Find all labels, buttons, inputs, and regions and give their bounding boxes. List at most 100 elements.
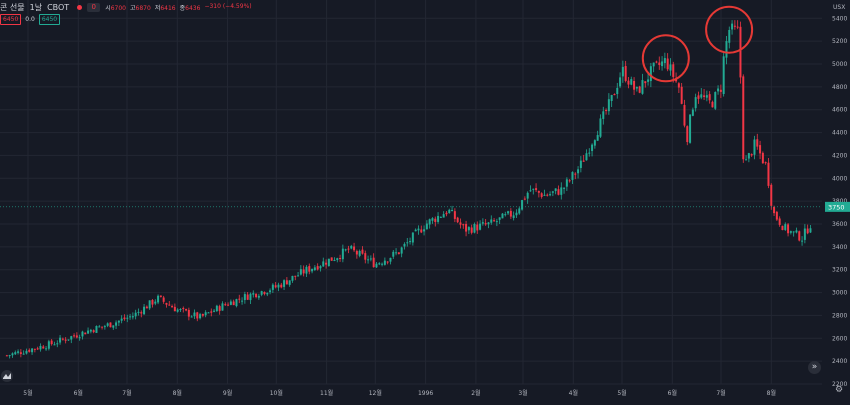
symbol-title[interactable]: 콘 선물 xyxy=(0,2,25,12)
scroll-to-realtime-icon[interactable]: » xyxy=(808,361,821,374)
candle-body xyxy=(661,61,664,67)
x-tick-label: 9월 xyxy=(223,389,232,397)
candle-body xyxy=(616,87,619,95)
candle-body xyxy=(210,311,213,313)
candle-body xyxy=(255,293,258,298)
candle-body xyxy=(81,331,84,337)
candle-body xyxy=(448,209,451,214)
interval-label[interactable]: 1날 xyxy=(29,2,43,12)
candle-body xyxy=(106,323,109,326)
candle-body xyxy=(305,266,308,274)
candle-body xyxy=(627,80,630,85)
candle-body xyxy=(353,246,356,251)
candle-body xyxy=(423,229,426,232)
candle-body xyxy=(529,190,532,192)
candle-body xyxy=(308,266,311,272)
candle-body xyxy=(344,249,347,251)
candle-body xyxy=(333,259,336,261)
candle-body xyxy=(367,259,370,261)
candle-body xyxy=(691,109,694,116)
candle-body xyxy=(131,316,134,318)
highlight-circle xyxy=(705,5,754,54)
candle-body xyxy=(109,322,112,328)
candle-body xyxy=(781,225,784,231)
candle-body xyxy=(84,332,87,335)
candle-body xyxy=(409,241,412,243)
tradingview-logo-icon[interactable] xyxy=(1,370,13,382)
candle-body xyxy=(221,303,224,311)
candle-body xyxy=(798,231,801,241)
candle-body xyxy=(89,329,92,332)
candle-body xyxy=(453,211,456,219)
candle-body xyxy=(185,309,188,311)
candle-body xyxy=(182,307,185,309)
candle-body xyxy=(473,223,476,233)
candle-body xyxy=(227,304,230,306)
x-tick-label: 4월 xyxy=(569,389,578,397)
candle-body xyxy=(358,250,361,256)
candle-body xyxy=(218,306,221,311)
candle-body xyxy=(291,275,294,281)
candle-body xyxy=(372,257,375,268)
candle-body xyxy=(319,266,322,269)
candle-body xyxy=(635,86,638,89)
candle-body xyxy=(201,314,204,316)
candle-body xyxy=(274,285,277,288)
candle-body xyxy=(739,26,742,78)
candle-body xyxy=(157,295,160,303)
candle-body xyxy=(42,346,45,349)
candle-body xyxy=(56,343,59,345)
high-label: 고 xyxy=(130,4,136,12)
candle-body xyxy=(490,219,493,223)
candle-body xyxy=(571,172,574,180)
candle-body xyxy=(663,58,666,64)
y-tick-label: 5200 xyxy=(832,38,847,45)
candle-body xyxy=(501,213,504,219)
candle-body xyxy=(285,280,288,285)
candle-body xyxy=(17,351,20,353)
candle-body xyxy=(708,94,711,101)
candle-body xyxy=(579,160,582,168)
candle-body xyxy=(537,191,540,193)
candle-body xyxy=(224,304,227,306)
candle-body xyxy=(655,61,658,63)
candle-body xyxy=(386,261,389,263)
candle-body xyxy=(649,66,652,82)
exchange-label: CBOT xyxy=(47,2,70,12)
candle-body xyxy=(260,291,263,295)
candle-body xyxy=(532,188,535,190)
candle-body xyxy=(204,312,207,316)
candle-body xyxy=(613,94,616,96)
candle-body xyxy=(599,118,602,137)
gear-icon[interactable]: ⚙ xyxy=(834,385,844,395)
candle-body xyxy=(568,180,571,182)
market-status-icon xyxy=(77,4,83,10)
candle-body xyxy=(302,269,305,274)
high-value: 6870 xyxy=(135,4,151,12)
candle-body xyxy=(5,355,8,357)
candle-body xyxy=(602,111,605,119)
candle-body xyxy=(145,306,148,309)
candle-body xyxy=(484,223,487,225)
x-tick-label: 5월 xyxy=(23,389,32,397)
buy-button[interactable]: 6450 xyxy=(38,14,61,25)
candle-body xyxy=(801,240,804,242)
candle-body xyxy=(596,135,599,141)
sell-button[interactable]: 6450 xyxy=(0,14,22,25)
close-label: 종 xyxy=(179,4,186,12)
candle-body xyxy=(213,310,216,312)
candle-body xyxy=(64,339,67,341)
candle-body xyxy=(350,245,353,249)
candle-body xyxy=(666,58,669,70)
candle-body xyxy=(736,26,739,28)
spread-value: 0.0 xyxy=(25,16,35,23)
candle-body xyxy=(456,217,459,223)
candle-body xyxy=(722,56,725,94)
candle-body xyxy=(11,353,14,356)
candle-body xyxy=(92,330,95,333)
alert-badge[interactable]: 0 xyxy=(87,2,101,12)
candle-body xyxy=(414,229,417,232)
candle-body xyxy=(624,65,627,81)
candle-body xyxy=(493,220,496,222)
